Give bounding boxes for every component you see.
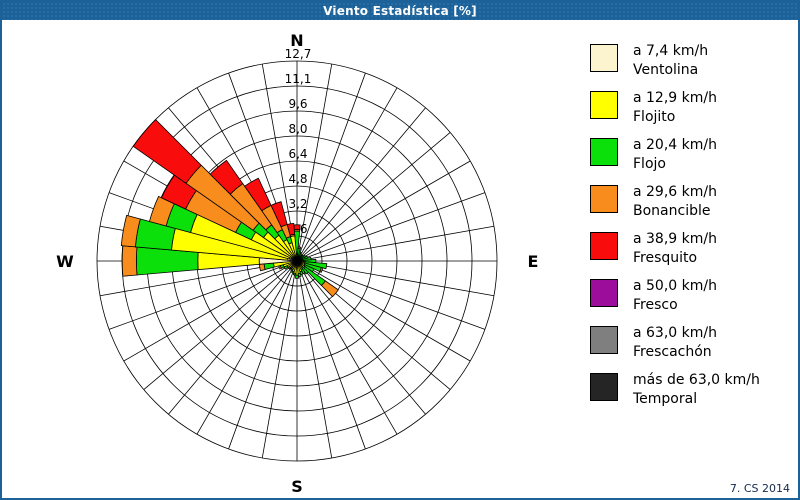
color-swatch-fresquito (590, 232, 618, 260)
wind-petal-segment (244, 177, 272, 212)
legend-item-temporal: más de 63,0 km/h Temporal (590, 371, 795, 409)
legend-item-flojo: a 20,4 km/h Flojo (590, 136, 795, 174)
legend-speed: más de 63,0 km/h (633, 372, 760, 388)
radial-tick-label: 11,1 (285, 72, 312, 86)
wind-petal-segment (121, 245, 138, 277)
credit-label: 7. CS 2014 (729, 482, 790, 495)
wind-petal-segment (132, 119, 202, 184)
radial-tick-label: 8,0 (288, 122, 307, 136)
wind-petal-segment (320, 280, 339, 298)
legend-speed: a 7,4 km/h (633, 43, 709, 59)
color-swatch-fresco (590, 279, 618, 307)
grid-ring (96, 60, 498, 462)
compass-label-east: E (528, 252, 539, 271)
wind-petal-segment (293, 224, 301, 231)
wind-petal-segment (292, 272, 297, 276)
wind-petal-segment (304, 261, 328, 270)
legend-speed: a 29,6 km/h (633, 184, 717, 200)
legend-speed: a 63,0 km/h (633, 325, 717, 341)
legend-name: Fresco (633, 297, 678, 313)
legend-item-flojito: a 12,9 km/h Flojito (590, 89, 795, 127)
radial-tick-label: 12,7 (285, 47, 312, 61)
legend-name: Frescachón (633, 344, 712, 360)
legend-speed: a 50,0 km/h (633, 278, 717, 294)
color-swatch-flojo (590, 138, 618, 166)
wind-petal-segment (290, 268, 294, 272)
wind-petal-segment (258, 263, 266, 272)
wind-petal-segment (270, 201, 288, 228)
compass-label-west: W (56, 252, 74, 271)
radial-tick-label: 4,8 (288, 172, 307, 186)
wind-petal-segment (148, 195, 175, 227)
legend-item-fresco: a 50,0 km/h Fresco (590, 277, 795, 315)
wind-petal-segment (286, 222, 296, 236)
legend-name: Ventolina (633, 62, 699, 78)
legend-name: Temporal (633, 391, 698, 407)
legend-name: Flojo (633, 156, 666, 172)
wind-petal-segment (120, 214, 141, 248)
rose-center (293, 257, 301, 265)
compass-label-south: S (291, 477, 303, 496)
color-swatch-flojito (590, 91, 618, 119)
wind-petal-segment (291, 270, 295, 274)
title-bar: Viento Estadística [%] (2, 2, 798, 20)
color-swatch-temporal (590, 373, 618, 401)
wind-petal-segment (300, 266, 309, 275)
legend: a 7,4 km/h Ventolina a 12,9 km/h Flojito… (590, 42, 795, 418)
legend-speed: a 12,9 km/h (633, 90, 717, 106)
legend-item-ventolina: a 7,4 km/h Ventolina (590, 42, 795, 80)
compass-label-north: N (290, 31, 303, 50)
color-swatch-ventolina (590, 44, 618, 72)
legend-speed: a 20,4 km/h (633, 137, 717, 153)
window-title: Viento Estadística [%] (323, 4, 477, 18)
wind-petal-segment (298, 253, 303, 258)
color-swatch-frescachon (590, 326, 618, 354)
wind-petal-segment (297, 246, 302, 250)
wind-petal-segment (319, 267, 324, 273)
legend-item-fresquito: a 38,9 km/h Fresquito (590, 230, 795, 268)
color-swatch-bonancible (590, 185, 618, 213)
wind-petal-segment (295, 274, 299, 279)
legend-name: Fresquito (633, 250, 698, 266)
radial-tick-label: 3,2 (288, 197, 307, 211)
legend-speed: a 38,9 km/h (633, 231, 717, 247)
radial-tick-label: 6,4 (288, 147, 307, 161)
legend-item-bonancible: a 29,6 km/h Bonancible (590, 183, 795, 221)
legend-name: Flojito (633, 109, 676, 125)
legend-item-frescachon: a 63,0 km/h Frescachón (590, 324, 795, 362)
wind-petal-segment (209, 159, 244, 195)
radial-tick-label: 9,6 (288, 97, 307, 111)
legend-name: Bonancible (633, 203, 711, 219)
